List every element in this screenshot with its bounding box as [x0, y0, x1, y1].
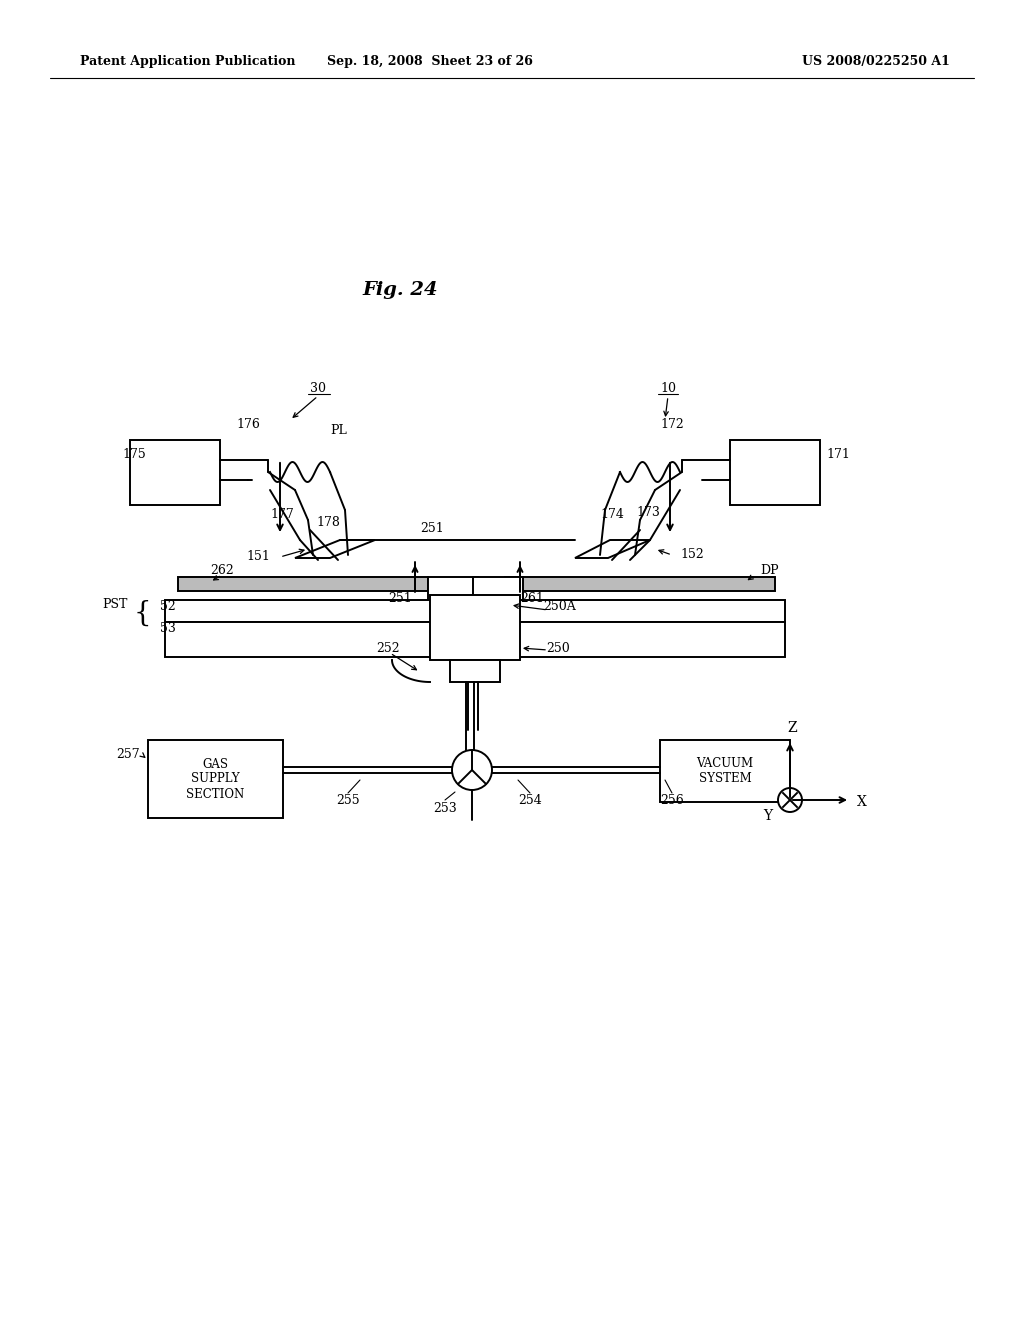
- Bar: [430, 595, 520, 660]
- Text: 252: 252: [376, 642, 399, 655]
- Text: 52: 52: [160, 601, 176, 614]
- Text: GAS
SUPPLY
SECTION: GAS SUPPLY SECTION: [186, 758, 244, 800]
- Text: 251: 251: [388, 591, 412, 605]
- Text: 178: 178: [316, 516, 340, 528]
- Text: 151: 151: [246, 550, 270, 564]
- Bar: [428, 577, 478, 606]
- Text: PL: PL: [330, 424, 347, 437]
- Text: 152: 152: [680, 549, 703, 561]
- Bar: [178, 577, 428, 591]
- Text: 262: 262: [210, 564, 233, 577]
- Text: Patent Application Publication: Patent Application Publication: [80, 55, 296, 69]
- Bar: [148, 741, 283, 818]
- Text: 250: 250: [546, 642, 570, 655]
- Text: 261: 261: [520, 591, 544, 605]
- Bar: [165, 601, 785, 622]
- Polygon shape: [295, 540, 375, 558]
- Bar: [660, 741, 790, 803]
- Text: 176: 176: [237, 418, 260, 432]
- Text: 174: 174: [600, 508, 624, 521]
- Text: 257: 257: [117, 748, 140, 762]
- Bar: [505, 577, 775, 591]
- Circle shape: [778, 788, 802, 812]
- Text: 10: 10: [660, 381, 676, 395]
- Text: 30: 30: [310, 381, 326, 395]
- Bar: [130, 440, 220, 506]
- Polygon shape: [575, 540, 650, 558]
- Text: 256: 256: [660, 793, 684, 807]
- Text: 255: 255: [336, 793, 359, 807]
- Text: 254: 254: [518, 793, 542, 807]
- Text: 175: 175: [122, 449, 145, 462]
- Bar: [473, 577, 523, 606]
- Text: {: {: [133, 599, 151, 627]
- Text: DP: DP: [760, 564, 778, 577]
- Text: 173: 173: [636, 506, 659, 519]
- Text: X: X: [857, 795, 867, 809]
- Text: 253: 253: [433, 801, 457, 814]
- Text: Fig. 24: Fig. 24: [362, 281, 438, 300]
- Text: 172: 172: [660, 418, 684, 432]
- Text: Sep. 18, 2008  Sheet 23 of 26: Sep. 18, 2008 Sheet 23 of 26: [327, 55, 532, 69]
- Circle shape: [452, 750, 492, 789]
- Text: PST: PST: [102, 598, 128, 611]
- Text: US 2008/0225250 A1: US 2008/0225250 A1: [802, 55, 950, 69]
- Bar: [165, 622, 785, 657]
- Text: 251: 251: [420, 521, 443, 535]
- Text: 177: 177: [270, 508, 294, 521]
- Text: 53: 53: [160, 622, 176, 635]
- Text: 250A: 250A: [544, 601, 577, 614]
- Text: 171: 171: [826, 449, 850, 462]
- Text: VACUUM
SYSTEM: VACUUM SYSTEM: [696, 756, 754, 785]
- Bar: [730, 440, 820, 506]
- Bar: [450, 660, 500, 682]
- Text: Y: Y: [764, 809, 772, 822]
- Text: Z: Z: [787, 721, 797, 735]
